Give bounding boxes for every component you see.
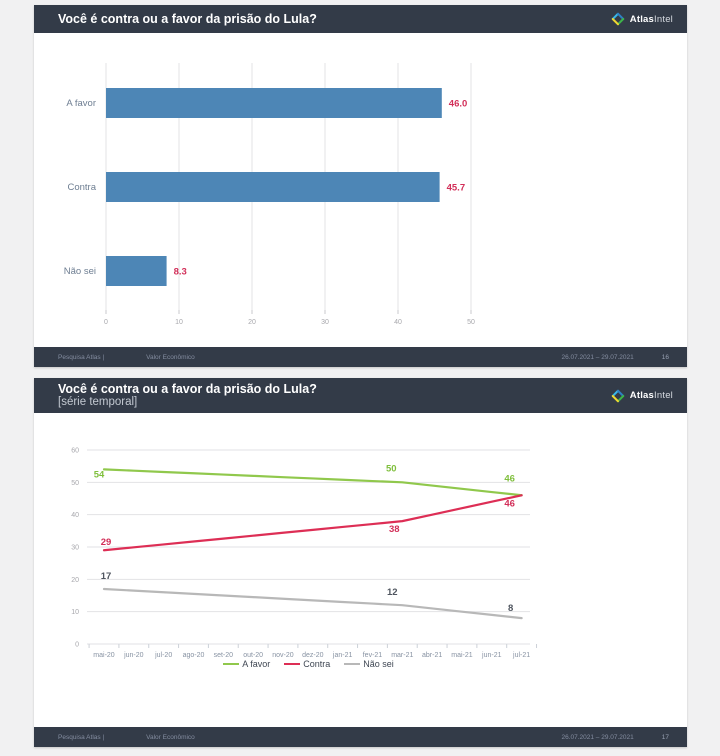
legend-swatch xyxy=(223,662,240,666)
legend-item: Não sei xyxy=(344,659,394,669)
bar xyxy=(106,256,167,286)
slide2-title: Você é contra ou a favor da prisão do Lu… xyxy=(58,382,317,396)
slide2-title-block: Você é contra ou a favor da prisão do Lu… xyxy=(58,382,317,409)
x-axis-tick-label: fev-21 xyxy=(363,652,383,659)
slide2-subtitle: [série temporal] xyxy=(58,396,138,408)
slide-time-series: Você é contra ou a favor da prisão do Lu… xyxy=(34,378,687,747)
legend-item: Contra xyxy=(284,659,330,669)
bar-value-label: 8.3 xyxy=(174,267,187,278)
x-axis-tick-label: 10 xyxy=(175,319,183,326)
footer-client: Valor Econômico xyxy=(146,353,195,361)
x-axis-tick-label: mai-20 xyxy=(93,652,115,659)
legend-label: Contra xyxy=(303,659,331,669)
x-axis-tick-label: 40 xyxy=(394,319,402,326)
logo-text-bold: Atlas xyxy=(629,13,655,25)
y-axis-tick-label: 40 xyxy=(71,512,79,519)
atlasintel-diamond-icon xyxy=(611,389,625,402)
bar xyxy=(106,172,440,202)
bar xyxy=(106,88,442,118)
footer-dates: 26.07.2021 – 29.07.2021 xyxy=(561,353,634,361)
y-axis-tick-label: 10 xyxy=(71,609,79,616)
slide1-content: 0 10 20 30 40 50 A favor 46.0 Contra 45.7 Não sei 8… xyxy=(34,33,687,347)
slide2-header: Você é contra ou a favor da prisão do Lu… xyxy=(34,378,687,413)
atlasintel-logo: AtlasIntel xyxy=(611,12,673,26)
data-label: 54 xyxy=(94,469,105,480)
x-axis-tick-label: jun-21 xyxy=(481,652,502,659)
x-axis-tick-label: abr-21 xyxy=(422,652,442,659)
slide1-header: Você é contra ou a favor da prisão do Lu… xyxy=(34,5,687,33)
atlasintel-diamond-icon xyxy=(611,12,625,26)
footer-source: Pesquisa Atlas | xyxy=(58,733,105,741)
x-axis-tick-label: 30 xyxy=(321,319,329,326)
legend-item: A favor xyxy=(223,659,270,669)
footer-client: Valor Econômico xyxy=(146,733,195,741)
data-label: 12 xyxy=(387,587,398,598)
data-label: 50 xyxy=(386,463,397,474)
bar-value-label: 46.0 xyxy=(449,99,468,110)
data-label: 38 xyxy=(389,524,400,535)
category-label: Não sei xyxy=(64,266,96,277)
footer-dates: 26.07.2021 – 29.07.2021 xyxy=(561,733,634,741)
series-line-contra xyxy=(102,494,523,552)
chart-legend: A favor Contra Não sei xyxy=(34,659,583,669)
x-axis-tick-label: nov-20 xyxy=(272,652,294,659)
atlasintel-logo-text: AtlasIntel xyxy=(630,14,673,25)
x-axis-tick-label: set-20 xyxy=(214,652,234,659)
logo-text-bold: Atlas xyxy=(629,390,655,401)
x-axis-tick-label: jul-21 xyxy=(512,652,530,659)
legend-label: Não sei xyxy=(363,659,394,669)
y-axis-tick-label: 20 xyxy=(71,577,79,584)
legend-swatch xyxy=(344,662,361,666)
category-label: A favor xyxy=(66,98,96,109)
series-line-a-favor xyxy=(102,468,523,497)
slide1-footer: Pesquisa Atlas | Valor Econômico 26.07.2… xyxy=(34,347,687,367)
series-line-não-sei xyxy=(102,587,523,620)
slide2-footer: Pesquisa Atlas | Valor Econômico 26.07.2… xyxy=(34,727,687,747)
category-label: Contra xyxy=(67,182,96,193)
data-label: 8 xyxy=(508,603,513,614)
footer-page-number: 17 xyxy=(661,733,669,741)
y-axis-tick-label: 0 xyxy=(75,642,79,649)
x-axis-tick-label: 50 xyxy=(467,319,475,326)
atlasintel-logo: AtlasIntel xyxy=(611,389,673,403)
x-axis-tick-label: out-20 xyxy=(243,652,263,659)
x-axis-tick-label: jan-21 xyxy=(332,652,353,659)
footer-source: Pesquisa Atlas | xyxy=(58,353,105,361)
bar-chart: 0 10 20 30 40 50 A favor 46.0 Contra 45.7 Não sei 8… xyxy=(64,63,475,326)
x-axis-tick-label: mar-21 xyxy=(391,652,413,659)
x-axis-tick-label: jul-20 xyxy=(154,652,172,659)
y-axis-tick-label: 50 xyxy=(71,480,79,487)
data-label: 17 xyxy=(101,571,112,582)
x-axis-tick-label: dez-20 xyxy=(302,652,324,659)
legend-swatch xyxy=(284,662,301,666)
data-label: 46 xyxy=(504,498,515,509)
x-axis-tick-label: 20 xyxy=(248,319,256,326)
slide-bar-chart: Você é contra ou a favor da prisão do Lu… xyxy=(34,5,687,367)
line-chart: 0 10 20 30 40 50 60 mai-20 jun-20 jul-20 ago-20 set… xyxy=(71,448,538,659)
data-label: 29 xyxy=(101,537,112,548)
y-axis-tick-label: 60 xyxy=(71,448,79,455)
logo-text-light: Intel xyxy=(654,13,673,25)
footer-page-number: 16 xyxy=(661,353,669,361)
x-axis-tick-label: 0 xyxy=(104,319,108,326)
x-axis-tick-label: mai-21 xyxy=(451,652,473,659)
atlasintel-logo-text: AtlasIntel xyxy=(630,390,673,401)
slide2-content: 0 10 20 30 40 50 60 mai-20 jun-20 jul-20 ago-20 set… xyxy=(34,413,687,728)
bar-value-label: 45.7 xyxy=(447,183,466,194)
x-axis-tick-label: ago-20 xyxy=(183,652,205,659)
data-label: 46 xyxy=(504,473,515,484)
legend-label: A favor xyxy=(242,659,271,669)
x-axis-tick-label: jun-20 xyxy=(123,652,144,659)
slide1-title: Você é contra ou a favor da prisão do Lu… xyxy=(58,12,317,26)
y-axis-tick-label: 30 xyxy=(71,545,79,552)
logo-text-light: Intel xyxy=(654,390,673,401)
